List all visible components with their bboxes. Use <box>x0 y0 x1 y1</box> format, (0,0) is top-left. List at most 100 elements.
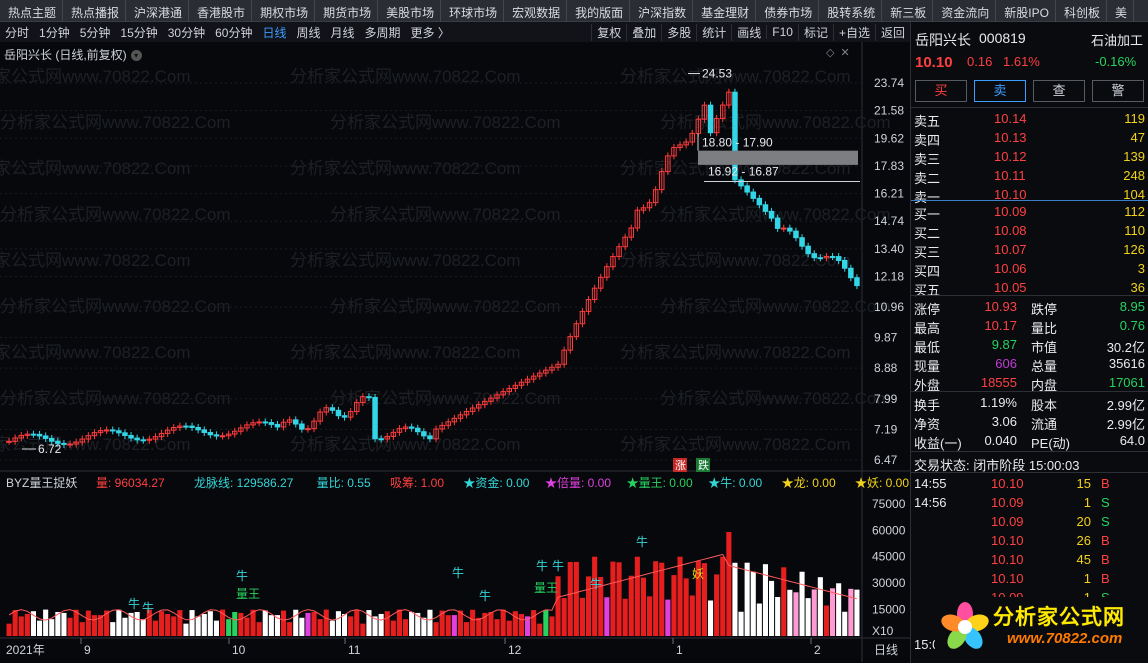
niu-signal-label: 牛 <box>636 534 648 549</box>
toolbar-button[interactable]: +自选 <box>832 23 875 41</box>
volume-bar <box>677 556 683 636</box>
candle-body <box>122 432 128 436</box>
indicator-value: 0.00 <box>584 476 611 490</box>
toolbar-button[interactable]: 统计 <box>696 23 731 41</box>
level-label: 买三 <box>914 245 941 260</box>
tick-row: 10.10 26 B <box>911 531 1148 550</box>
nav-item[interactable]: 沪深指数 <box>630 0 694 22</box>
date-tick-label: 11 <box>348 643 361 657</box>
toolbar-button[interactable]: F10 <box>766 25 798 39</box>
trade-button[interactable]: 卖 <box>974 80 1026 102</box>
nav-item[interactable]: 新三板 <box>882 0 934 22</box>
nav-item[interactable]: 股转系统 <box>819 0 883 22</box>
volume-bar <box>6 623 12 636</box>
chart-area[interactable]: 分析家公式网www.70822.Com 分析家公式网www.70822.Com 分析… <box>0 42 910 662</box>
tick-row: 14:55 10.10 15 B <box>911 474 1148 493</box>
price-tick-label: 8.88 <box>874 361 898 375</box>
candle-body <box>854 277 860 287</box>
tick-footer: 15:0 <box>911 635 1148 654</box>
candle-body <box>232 430 238 435</box>
timeframe-tab[interactable]: 1分钟 <box>39 25 70 40</box>
close-icon[interactable]: ✕ <box>840 47 856 59</box>
volume-bar <box>854 589 860 636</box>
sector-name[interactable]: 石油加工 <box>1091 33 1144 48</box>
kline-chart[interactable]: 分析家公式网www.70822.Com 分析家公式网www.70822.Com 分析… <box>0 42 910 662</box>
timeframe-tab[interactable]: 分时 <box>5 25 30 40</box>
candle-body <box>707 104 714 134</box>
stock-header: 岳阳兴长 000819 石油加工 <box>911 28 1148 48</box>
nav-item[interactable]: 期货市场 <box>315 0 379 22</box>
indicator-label: ★牛: <box>708 475 735 490</box>
nav-item[interactable]: 美 <box>1107 0 1134 22</box>
volume-bar <box>823 605 829 636</box>
timeframe-tab[interactable]: 30分钟 <box>167 25 206 40</box>
nav-item[interactable]: 美股市场 <box>378 0 442 22</box>
nav-item[interactable]: 科创板 <box>1056 0 1107 22</box>
watermark-text: 分析家公式网www.70822.Com <box>330 205 561 224</box>
stat-row: 换手 1.19% 股本 2.99亿 <box>911 393 1148 413</box>
nav-item[interactable]: 债券市场 <box>756 0 820 22</box>
trade-button[interactable]: 买 <box>915 80 967 102</box>
toolbar-button[interactable]: 叠加 <box>626 23 661 41</box>
volume-bar <box>37 620 43 636</box>
chevron-down-icon[interactable]: ▾ <box>130 50 142 62</box>
volume-bar <box>610 561 616 636</box>
level-label: 卖四 <box>914 133 941 148</box>
toolbar-button[interactable]: 画线 <box>731 23 766 41</box>
nav-item[interactable]: 我的版面 <box>567 0 631 22</box>
niu-signal-label: 牛 <box>590 576 602 591</box>
nav-item[interactable]: 新股IPO <box>996 0 1056 22</box>
timeframe-tab[interactable]: 5分钟 <box>79 25 111 40</box>
volume-bar <box>525 616 531 636</box>
date-tick-label: 2 <box>814 643 821 657</box>
trade-button[interactable]: 查 <box>1033 80 1085 102</box>
indicator-item: ★牛: 0.00 <box>708 475 762 490</box>
volume-bar <box>354 610 360 636</box>
diamond-icon[interactable]: ◇ <box>826 47 841 59</box>
stat-row: 外盘 18555 内盘 17061 <box>911 373 1148 393</box>
volume-bar <box>366 610 372 636</box>
nav-item[interactable]: 资金流向 <box>933 0 997 22</box>
nav-item[interactable]: 基金理财 <box>693 0 757 22</box>
volume-bar <box>323 609 329 636</box>
nav-item[interactable]: 沪深港通 <box>126 0 190 22</box>
toolbar-button[interactable]: 返回 <box>874 23 910 41</box>
timeframe-tab[interactable]: 月线 <box>330 25 355 40</box>
watermark-text: 分析家公式网www.70822.Com <box>620 67 851 86</box>
volume-bar <box>122 617 128 636</box>
high-label: 24.53 <box>702 67 732 81</box>
price-tick-label: 16.21 <box>874 187 904 201</box>
level-volume: 104 <box>1123 187 1145 202</box>
timeframe-tab[interactable]: 15分钟 <box>120 25 158 40</box>
stat-value: 8.95 <box>1119 299 1145 314</box>
candle-body <box>177 425 183 429</box>
candle-body <box>207 432 214 436</box>
candle-body <box>543 369 549 374</box>
nav-item[interactable]: 香港股市 <box>189 0 253 22</box>
tick-price: 10.10 <box>991 476 1024 491</box>
toolbar-button[interactable]: 复权 <box>591 23 626 41</box>
toolbar-button[interactable]: 标记 <box>797 23 833 41</box>
nav-item[interactable]: 期权市场 <box>252 0 316 22</box>
level-volume: 119 <box>1124 111 1145 126</box>
volume-bar <box>433 622 439 636</box>
candle-body <box>24 433 31 436</box>
trade-button[interactable]: 警 <box>1092 80 1144 102</box>
price-change: 0.16 <box>967 54 993 69</box>
level-price: 10.11 <box>994 168 1026 183</box>
trade-status-text: 交易状态: 闭市阶段 15:00:03 <box>914 458 1080 473</box>
candle-body <box>433 428 439 440</box>
toolbar-button[interactable]: 多股 <box>661 23 696 41</box>
tick-side: B <box>1101 571 1110 586</box>
nav-item[interactable]: 宏观数据 <box>504 0 568 22</box>
timeframe-tab[interactable]: 60分钟 <box>215 25 253 40</box>
nav-item[interactable]: 热点播报 <box>63 0 127 22</box>
timeframe-tab[interactable]: 日线 <box>262 25 287 40</box>
timeframe-tab[interactable]: 更多 〉 <box>410 25 450 40</box>
nav-item[interactable]: 环球市场 <box>441 0 505 22</box>
timeframe-tab[interactable]: 多周期 <box>364 25 401 40</box>
nav-item[interactable]: 热点主题 <box>0 0 64 22</box>
indicator-item: 量: 96034.27 <box>96 476 165 490</box>
timeframe-tab[interactable]: 周线 <box>296 25 321 40</box>
order-book-row: 买五 10.05 36 <box>911 278 1148 298</box>
